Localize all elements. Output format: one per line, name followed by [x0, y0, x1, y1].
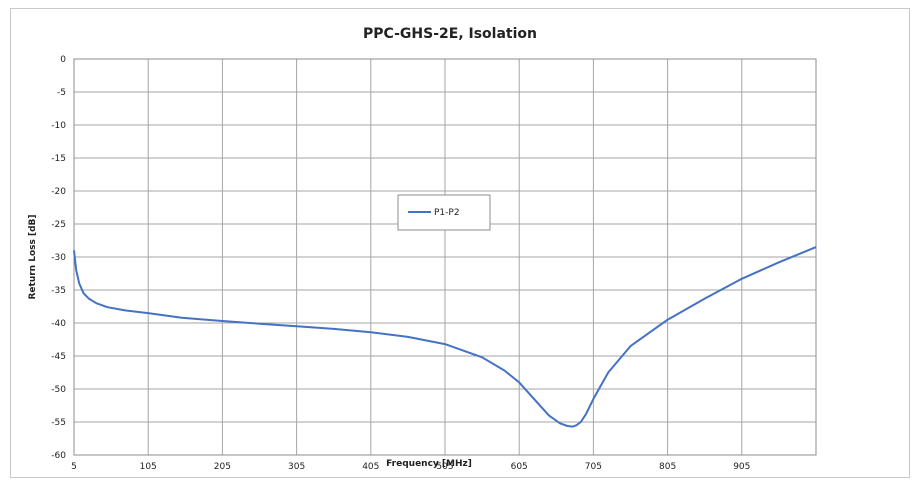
y-tick-label: -25 — [51, 220, 66, 230]
x-tick-label: 5 — [71, 462, 77, 472]
x-tick-label: 605 — [511, 462, 528, 472]
x-axis-label: Frequency [MHz] — [386, 459, 472, 469]
y-tick-label: -20 — [51, 187, 66, 197]
y-tick-label: -15 — [51, 154, 66, 164]
y-tick-label: -55 — [51, 418, 66, 428]
x-tick-label: 105 — [140, 462, 157, 472]
y-axis-label: Return Loss [dB] — [28, 214, 38, 299]
x-tick-label: 505 — [436, 462, 453, 472]
y-tick-label: -35 — [51, 286, 66, 296]
series-line-p1-p2 — [73, 246, 817, 428]
legend-entry-p1-p2: P1-P2 — [434, 208, 460, 218]
y-tick-label: -50 — [51, 385, 66, 395]
y-tick-label: -30 — [51, 253, 66, 263]
x-tick-label: 905 — [733, 462, 750, 472]
y-tick-label: -60 — [51, 451, 66, 461]
x-tick-label: 305 — [288, 462, 305, 472]
y-axis-ticks: 0 -5 -10 -15 -20 -25 -30 -35 -40 -45 -50 -55 -60 — [51, 55, 66, 461]
x-tick-label: 205 — [214, 462, 231, 472]
y-tick-label: -10 — [51, 121, 66, 131]
x-tick-label: 805 — [659, 462, 676, 472]
x-tick-label: 705 — [585, 462, 602, 472]
y-tick-label: 0 — [60, 55, 66, 65]
chart-frame: PPC-GHS-2E, Isolation 0 -5 -10 -15 -20 -25 -30… — [10, 8, 910, 478]
grid — [73, 58, 816, 456]
y-tick-label: -45 — [51, 352, 66, 362]
y-tick-label: -40 — [51, 319, 66, 329]
legend: P1-P2 — [397, 194, 491, 231]
chart-title: PPC-GHS-2E, Isolation — [363, 26, 537, 42]
chart: PPC-GHS-2E, Isolation 0 -5 -10 -15 -20 -25 -30… — [28, 26, 817, 472]
y-tick-label: -5 — [57, 88, 66, 98]
x-axis-ticks: 5 105 205 305 405 505 605 705 805 905 — [71, 462, 750, 472]
x-tick-label: 405 — [362, 462, 379, 472]
